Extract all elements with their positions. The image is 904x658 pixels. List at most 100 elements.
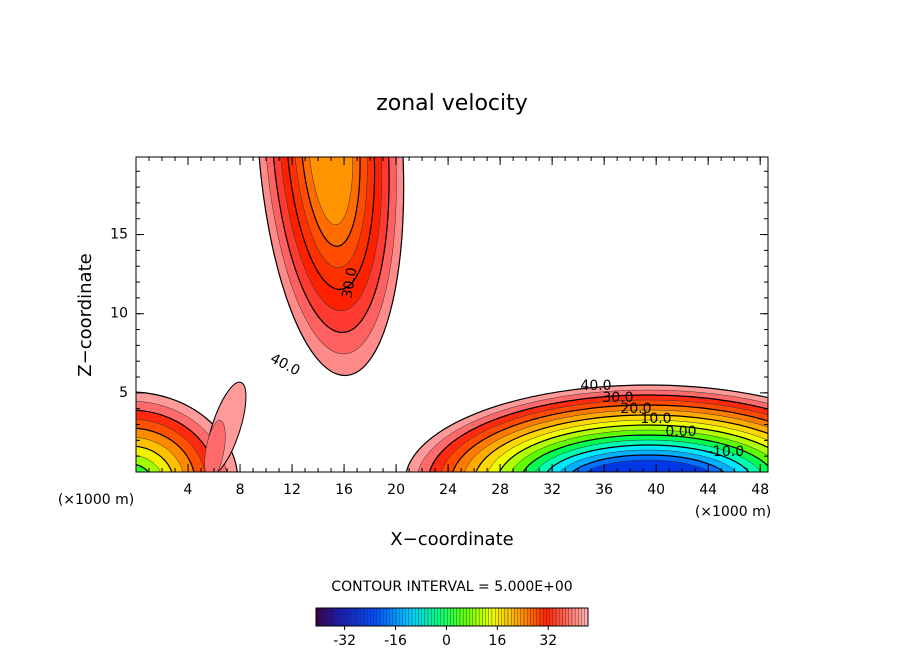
x-tick-label: 20 bbox=[387, 482, 405, 498]
colorbar-cell bbox=[392, 607, 397, 627]
x-tick-label: 12 bbox=[283, 482, 301, 498]
y-tick-label: 5 bbox=[119, 385, 128, 401]
colorbar-cell bbox=[459, 607, 464, 627]
colorbar-cell bbox=[344, 607, 349, 627]
colorbar-cell bbox=[485, 607, 489, 627]
contour-label: 0.00 bbox=[665, 424, 696, 440]
x-axis-label: X−coordinate bbox=[390, 529, 513, 550]
x-unit-left: (×1000 m) bbox=[58, 492, 134, 508]
colorbar-cell bbox=[395, 607, 400, 627]
colorbar-cell bbox=[469, 607, 473, 627]
x-tick-label: 44 bbox=[699, 482, 717, 498]
contour-band bbox=[136, 464, 150, 472]
colorbar-cell bbox=[488, 607, 493, 627]
colorbar-cell bbox=[341, 607, 345, 627]
colorbar-cell bbox=[357, 607, 361, 627]
colorbar-cell bbox=[575, 607, 579, 627]
contour-label: -10.0 bbox=[708, 444, 744, 460]
contour-label: 10.0 bbox=[640, 411, 671, 427]
colorbar-cell bbox=[415, 607, 419, 627]
colorbar-cell bbox=[386, 607, 390, 627]
colorbar-cell bbox=[325, 607, 329, 627]
colorbar-cell bbox=[331, 607, 336, 627]
x-tick-label: 4 bbox=[184, 482, 193, 498]
y-tick-label: 10 bbox=[110, 306, 128, 322]
contour-label: 40.0 bbox=[580, 378, 611, 394]
colorbar-cell bbox=[559, 607, 563, 627]
colorbar-cell bbox=[501, 607, 505, 627]
colorbar-cell bbox=[408, 607, 413, 627]
colorbar-cell bbox=[546, 607, 550, 627]
colorbar-cell bbox=[543, 607, 547, 627]
colorbar-tick-label: 16 bbox=[488, 633, 506, 649]
colorbar-cell bbox=[520, 607, 525, 627]
colorbar-cell bbox=[517, 607, 521, 627]
colorbar-cell bbox=[504, 607, 509, 627]
colorbar-cell bbox=[379, 607, 384, 627]
colorbar-cell bbox=[539, 607, 544, 627]
colorbar-cell bbox=[498, 607, 502, 627]
colorbar-cell bbox=[328, 607, 333, 627]
colorbar-cell bbox=[456, 607, 461, 627]
x-tick-label: 48 bbox=[751, 482, 769, 498]
contour-fields bbox=[136, 157, 768, 472]
colorbar-cell bbox=[581, 607, 585, 627]
colorbar-cell bbox=[523, 607, 528, 627]
colorbar-cell bbox=[411, 607, 416, 627]
x-tick-label: 36 bbox=[595, 482, 613, 498]
colorbar-cell bbox=[479, 607, 483, 627]
colorbar-cell bbox=[421, 607, 425, 627]
y-axis-label: Z−coordinate bbox=[75, 253, 96, 376]
colorbar-cell bbox=[338, 607, 342, 627]
colorbar-cell bbox=[347, 607, 352, 627]
colorbar-cell bbox=[472, 607, 477, 627]
colorbar-cell bbox=[507, 607, 512, 627]
chart-title: zonal velocity bbox=[376, 91, 528, 116]
colorbar-cell bbox=[376, 607, 381, 627]
colorbar-cell bbox=[555, 607, 560, 627]
x-tick-label: 16 bbox=[335, 482, 353, 498]
colorbar-cell bbox=[360, 607, 365, 627]
x-tick-label: 24 bbox=[439, 482, 457, 498]
colorbar-cell bbox=[322, 607, 326, 627]
contour-label: 30.0 bbox=[339, 266, 360, 299]
x-tick-label: 8 bbox=[236, 482, 245, 498]
colorbar-tick-label: 32 bbox=[539, 633, 557, 649]
y-tick-label: 15 bbox=[110, 227, 128, 243]
x-tick-label: 32 bbox=[543, 482, 561, 498]
colorbar-cell bbox=[514, 607, 518, 627]
contour-interval: CONTOUR INTERVAL = 5.000E+00 bbox=[331, 579, 572, 595]
contour-band bbox=[136, 391, 238, 472]
colorbar-cell bbox=[466, 607, 470, 627]
colorbar-cell bbox=[440, 607, 445, 627]
colorbar-cell bbox=[363, 607, 368, 627]
colorbar-cell bbox=[402, 607, 406, 627]
colorbar-cell bbox=[450, 607, 454, 627]
contour-band bbox=[307, 157, 353, 226]
colorbar-cell bbox=[389, 607, 393, 627]
contour-label: 30.0 bbox=[602, 390, 633, 406]
colorbar: -32 -16 0 16 32 bbox=[315, 607, 589, 649]
colorbar-tick-label: 0 bbox=[442, 633, 451, 649]
colorbar-tick-label: -32 bbox=[333, 633, 356, 649]
contour-label: 40.0 bbox=[267, 351, 302, 380]
colorbar-cell bbox=[530, 607, 534, 627]
colorbar-cell bbox=[443, 607, 448, 627]
plot-frame bbox=[135, 156, 769, 473]
colorbar-cell bbox=[511, 607, 515, 627]
colorbar-cell bbox=[319, 607, 323, 627]
x-tick-label: 40 bbox=[647, 482, 665, 498]
colorbar-cell bbox=[434, 607, 438, 627]
colorbar-cell bbox=[370, 607, 374, 627]
colorbar-cell bbox=[491, 607, 496, 627]
colorbar-cell bbox=[399, 607, 403, 627]
colorbar-cell bbox=[578, 607, 582, 627]
contour-band bbox=[204, 420, 226, 472]
x-tick-label: 28 bbox=[491, 482, 509, 498]
colorbar-cell bbox=[571, 607, 576, 627]
colorbar-cell bbox=[367, 607, 371, 627]
contour-band bbox=[136, 400, 227, 472]
colorbar-cell bbox=[552, 607, 557, 627]
colorbar-cell bbox=[437, 607, 441, 627]
